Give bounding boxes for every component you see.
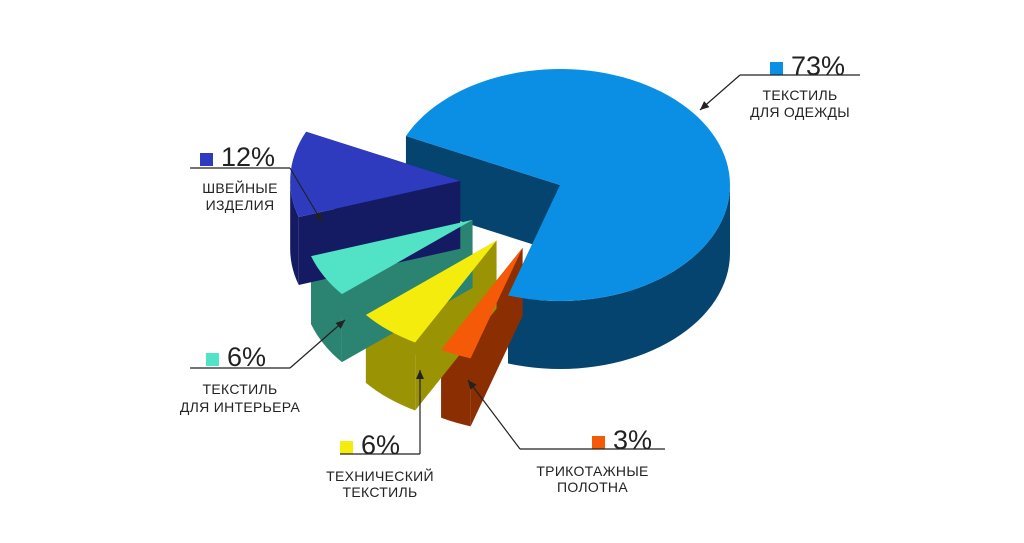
pie-slice xyxy=(365,240,497,343)
category-label: ТЕКСТИЛЬ xyxy=(343,484,418,500)
percent-label: 6% xyxy=(361,430,400,460)
percent-label: 3% xyxy=(613,425,652,455)
legend-swatch xyxy=(770,62,783,75)
category-label: ПОЛОТНА xyxy=(557,479,628,495)
arrowhead xyxy=(416,370,424,379)
category-label: ТРИКОТАЖНЫЕ xyxy=(536,463,648,479)
category-label: ШВЕЙНЫЕ xyxy=(202,179,278,196)
arrowhead xyxy=(314,212,322,222)
pie-slice xyxy=(441,247,523,359)
legend-swatch xyxy=(340,441,353,454)
pie-slice xyxy=(311,219,473,295)
slice-outer-wall xyxy=(290,180,299,285)
leader-line xyxy=(467,379,521,450)
legend-swatch xyxy=(200,153,213,166)
leader-line xyxy=(289,319,346,369)
leader-line xyxy=(289,167,323,223)
arrowhead xyxy=(700,101,710,110)
arrowhead xyxy=(335,320,345,329)
legend-swatch xyxy=(206,353,219,366)
pie-slice xyxy=(405,69,730,301)
category-label: ДЛЯ ОДЕЖДЫ xyxy=(750,104,850,120)
percent-label: 12% xyxy=(221,142,275,172)
pie-slice xyxy=(290,131,461,217)
slice-tops xyxy=(290,69,730,359)
percent-label: 73% xyxy=(791,51,845,81)
category-label: ДЛЯ ИНТЕРЬЕРА xyxy=(180,399,301,415)
category-label: ИЗДЕЛИЯ xyxy=(206,197,275,213)
category-label: ТЕКСТИЛЬ xyxy=(203,381,278,397)
slice-outer-wall xyxy=(508,185,730,369)
percent-label: 6% xyxy=(227,342,266,372)
legend-swatch xyxy=(592,436,605,449)
category-label: ТЕХНИЧЕСКИЙ xyxy=(326,467,434,484)
slice-cut-wall xyxy=(405,135,560,253)
category-label: ТЕКСТИЛЬ xyxy=(763,87,838,103)
arrowhead xyxy=(468,380,477,390)
